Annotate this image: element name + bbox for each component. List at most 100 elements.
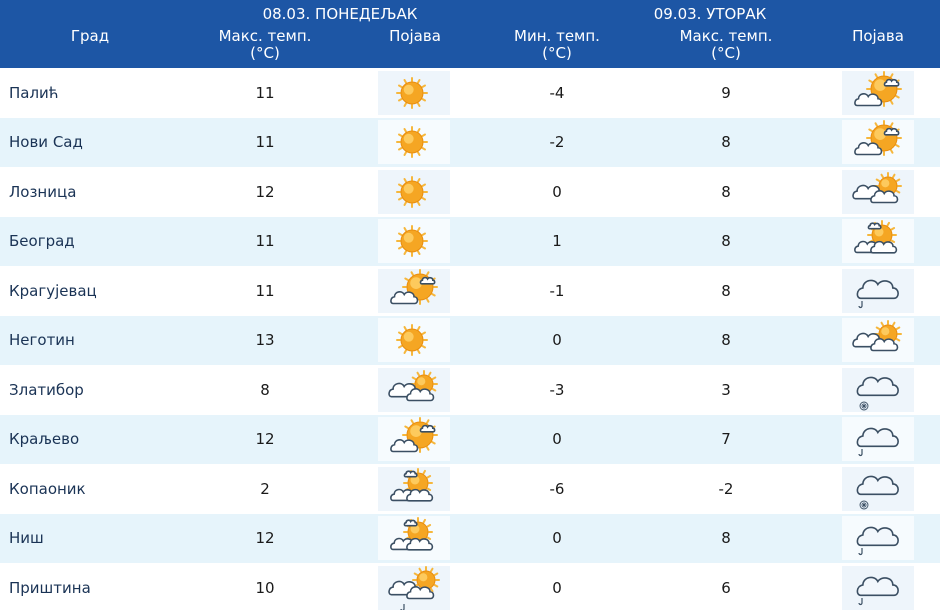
day1-phenomenon-cell — [378, 464, 450, 514]
day2-min-temp: 0 — [552, 182, 562, 201]
day1-max-temp: 11 — [255, 83, 275, 102]
sun-clouds-icon — [842, 219, 914, 264]
day2-min-temp: -3 — [549, 380, 565, 399]
day1-phenomenon-cell — [378, 167, 450, 217]
day1-phenomenon-cell — [378, 415, 450, 465]
day1-max-temp: 13 — [255, 331, 275, 350]
city-name: Нови Сад — [9, 133, 83, 152]
sun-clouds-icon — [378, 516, 450, 561]
header-day2: 09.03. УТОРАК — [653, 5, 767, 23]
day1-phenomenon-cell — [378, 68, 450, 118]
day2-phenomenon-cell — [842, 316, 914, 366]
day2-min-temp: -6 — [549, 479, 565, 498]
day2-max-temp: 8 — [721, 529, 731, 548]
day2-min-temp: 0 — [552, 331, 562, 350]
day2-max-temp: -2 — [718, 479, 734, 498]
day2-phenomenon-cell — [842, 68, 914, 118]
day2-phenomenon-cell — [842, 365, 914, 415]
table-row: Златибор 8 -3 3 — [0, 365, 940, 415]
header-day1-phenomenon: Појава — [389, 27, 441, 45]
partly-cloudy-icon — [378, 268, 450, 313]
day2-min-temp: -4 — [549, 83, 565, 102]
cloud-snow-icon — [842, 466, 914, 511]
header-day1-max-temp: Макс. темп. (°C) — [218, 27, 312, 62]
day1-max-temp: 12 — [255, 430, 275, 449]
cloud-rain-icon — [842, 565, 914, 610]
mostly-cloudy-icon — [378, 367, 450, 412]
sun-icon — [378, 70, 450, 115]
city-name: Београд — [9, 232, 75, 251]
day2-min-temp: -2 — [549, 133, 565, 152]
mostly-cloudy-icon — [842, 318, 914, 363]
city-name: Ниш — [9, 529, 44, 548]
day2-phenomenon-cell — [842, 464, 914, 514]
table-row: Нови Сад 11 -2 8 — [0, 117, 940, 168]
day2-max-temp: 9 — [721, 83, 731, 102]
city-name: Палић — [9, 83, 59, 102]
sun-icon — [378, 318, 450, 363]
city-name: Златибор — [9, 380, 84, 399]
day2-max-temp: 8 — [721, 281, 731, 300]
table-row: Лозница 12 0 8 — [0, 167, 940, 217]
day1-max-temp: 11 — [255, 232, 275, 251]
table-body: Палић 11 -4 9 Нови Сад 11 -2 8 Лозница 1… — [0, 68, 940, 613]
cloud-rain-icon — [842, 516, 914, 561]
partly-cloudy-icon — [378, 417, 450, 462]
day2-max-temp: 8 — [721, 133, 731, 152]
sun-icon — [378, 219, 450, 264]
day2-min-temp: 0 — [552, 529, 562, 548]
day1-phenomenon-cell — [378, 514, 450, 564]
day2-phenomenon-cell — [842, 415, 914, 465]
table-row: Краљево 12 0 7 — [0, 414, 940, 465]
day2-phenomenon-cell — [842, 514, 914, 564]
city-name: Неготин — [9, 331, 75, 350]
day2-max-temp: 8 — [721, 331, 731, 350]
table-row: Приштина 10 0 6 — [0, 563, 940, 613]
header-day1: 08.03. ПОНЕДЕЉАК — [262, 5, 418, 23]
day2-min-temp: 0 — [552, 430, 562, 449]
day2-max-temp: 8 — [721, 182, 731, 201]
table-row: Крагујевац 11 -1 8 — [0, 266, 940, 316]
partly-cloudy-icon — [842, 120, 914, 165]
day1-phenomenon-cell — [378, 266, 450, 316]
city-name: Крагујевац — [9, 281, 97, 300]
day2-phenomenon-cell — [842, 167, 914, 217]
cloud-rain-icon — [842, 417, 914, 462]
day2-max-temp: 8 — [721, 232, 731, 251]
day1-phenomenon-cell — [378, 563, 450, 613]
day1-max-temp: 12 — [255, 529, 275, 548]
day1-phenomenon-cell — [378, 316, 450, 366]
header-day2-phenomenon: Појава — [852, 27, 904, 45]
table-row: Неготин 13 0 8 — [0, 315, 940, 366]
table-row: Копаоник 2 -6 -2 — [0, 464, 940, 514]
table-row: Палић 11 -4 9 — [0, 68, 940, 118]
table-header: Град 08.03. ПОНЕДЕЉАК Макс. темп. (°C) П… — [0, 0, 940, 68]
day2-phenomenon-cell — [842, 217, 914, 267]
city-name: Лозница — [9, 182, 77, 201]
city-name: Краљево — [9, 430, 80, 449]
city-name: Копаоник — [9, 479, 86, 498]
sun-clouds-icon — [378, 466, 450, 511]
day2-min-temp: -1 — [549, 281, 565, 300]
day1-max-temp: 10 — [255, 578, 275, 597]
header-city: Град — [70, 27, 110, 45]
day1-max-temp: 12 — [255, 182, 275, 201]
day1-phenomenon-cell — [378, 217, 450, 267]
cloud-snow-icon — [842, 367, 914, 412]
partly-cloudy-icon — [842, 70, 914, 115]
day1-max-temp: 11 — [255, 281, 275, 300]
day2-phenomenon-cell — [842, 563, 914, 613]
day2-min-temp: 1 — [552, 232, 562, 251]
day2-max-temp: 3 — [721, 380, 731, 399]
mostly-cloudy-rain-icon — [378, 565, 450, 610]
mostly-cloudy-icon — [842, 169, 914, 214]
day2-phenomenon-cell — [842, 118, 914, 168]
cloud-rain-icon — [842, 268, 914, 313]
sun-icon — [378, 169, 450, 214]
sun-icon — [378, 120, 450, 165]
header-day2-min-temp: Мин. темп. (°C) — [514, 27, 600, 62]
day2-max-temp: 6 — [721, 578, 731, 597]
table-row: Београд 11 1 8 — [0, 216, 940, 267]
day2-phenomenon-cell — [842, 266, 914, 316]
